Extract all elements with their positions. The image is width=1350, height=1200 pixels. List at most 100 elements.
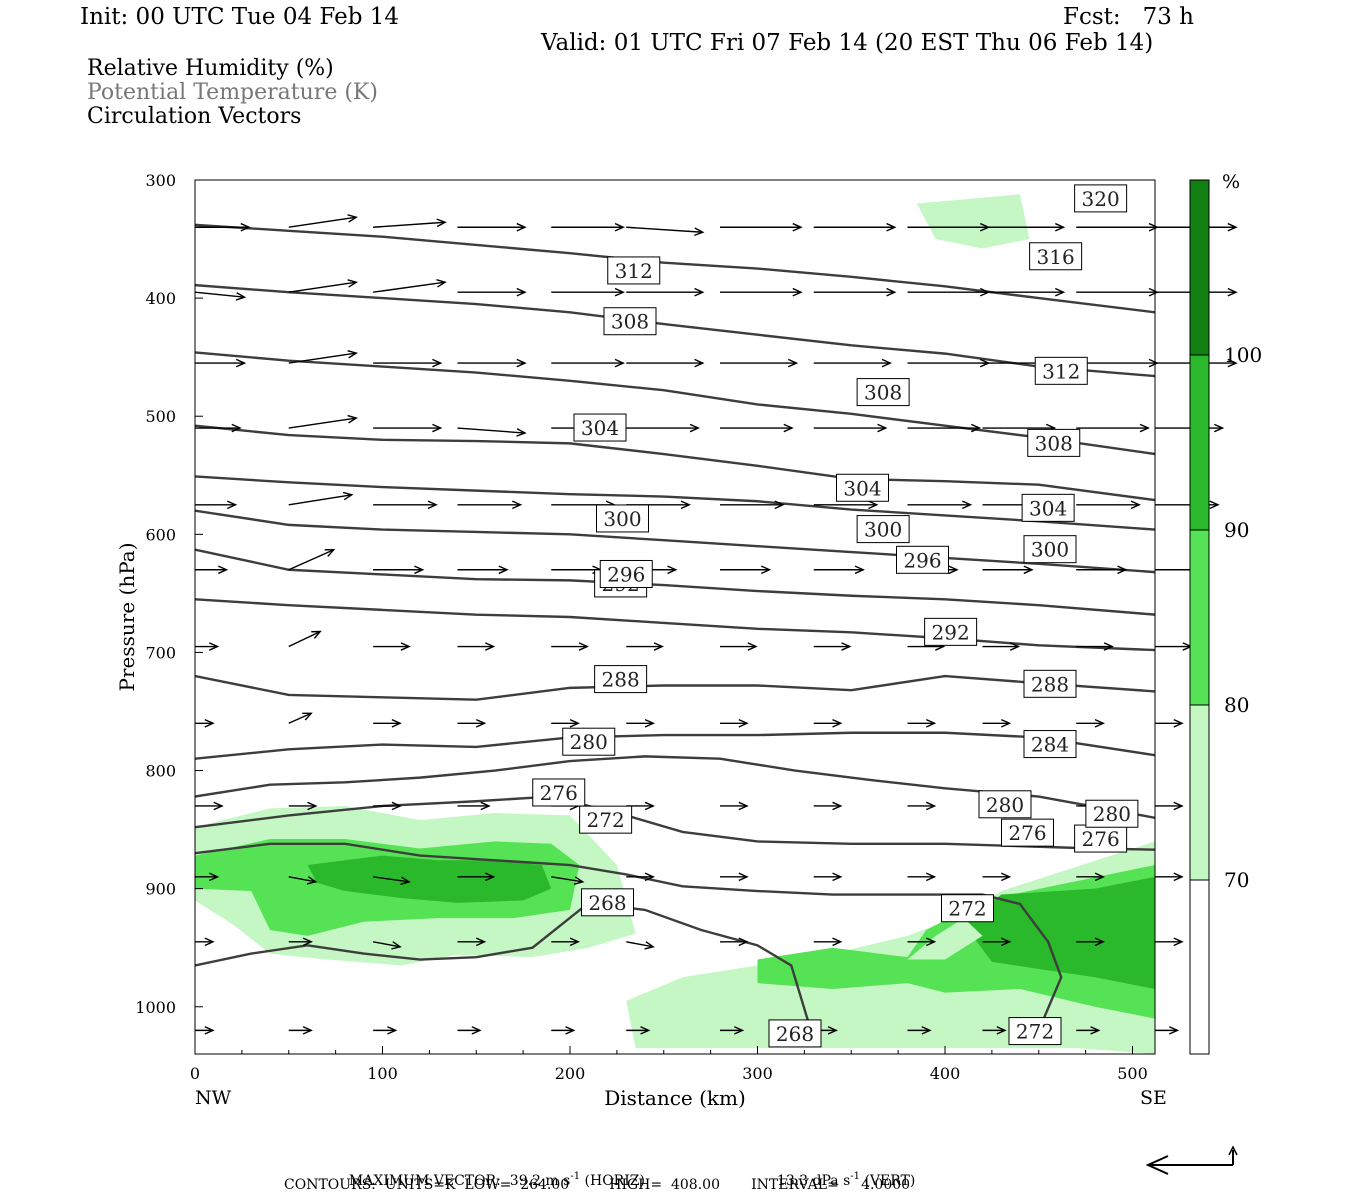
contour-label-268-0: 268 (581, 888, 634, 917)
vector-arrow (982, 287, 1066, 297)
theta-contour-320 (195, 223, 1155, 314)
contour-label-316-0: 316 (1029, 242, 1083, 271)
svg-text:296: 296 (903, 548, 941, 572)
vector-arrow (1155, 642, 1193, 651)
vector-arrow (720, 1026, 745, 1035)
rh-region-5 (963, 876, 1155, 990)
vector-arrow (195, 358, 247, 368)
vector-arrow (813, 423, 888, 433)
svg-text:284: 284 (1031, 733, 1069, 757)
contour-label-276-2: 276 (1074, 824, 1128, 853)
svg-text:272: 272 (587, 808, 625, 832)
vector-arrow (288, 801, 318, 811)
vector-arrow (372, 941, 402, 950)
vector-arrow (1155, 872, 1184, 882)
potential-temperature-contours (195, 223, 1155, 1041)
colorbar-unit: % (1222, 171, 1240, 193)
contour-label-288-0: 288 (594, 665, 648, 694)
vector-arrow (373, 801, 402, 811)
svg-text:280: 280 (1093, 802, 1131, 826)
svg-text:312: 312 (1042, 359, 1080, 383)
vector-arrow (551, 642, 589, 651)
vector-arrow (720, 718, 749, 728)
plot-frame (194, 179, 1156, 1055)
theta-contour-296 (195, 548, 1155, 616)
contour-label-312-1: 312 (1034, 356, 1088, 385)
vector-arrow (551, 287, 625, 297)
vector-arrow (813, 500, 879, 510)
svg-text:272: 272 (948, 897, 986, 921)
footer-vert-unit: (VERT) (860, 1173, 916, 1189)
x-tick-label: 200 (555, 1064, 586, 1083)
colorbar-swatch-2 (1189, 529, 1210, 706)
colorbar-label-90: 90 (1224, 518, 1249, 542)
footer-vert-value: 13.3 dPa s (776, 1173, 851, 1189)
vector-arrow (982, 937, 1012, 947)
contour-label-300-1: 300 (856, 515, 910, 544)
vector-arrow (195, 500, 238, 510)
vector-arrow (982, 565, 1034, 575)
vector-arrow (907, 500, 973, 510)
forecast-hour: Fcst: 73 h (1063, 4, 1194, 30)
vector-arrow (720, 565, 772, 575)
rh-region-7 (916, 194, 1030, 249)
vector-arrow (457, 222, 527, 232)
vector-arrow (982, 642, 1021, 651)
contour-label-272-2: 272 (1008, 1017, 1062, 1046)
vector-arrow (551, 222, 625, 232)
theta-contour-308 (195, 424, 1155, 502)
colorbar-swatch-0 (1189, 879, 1210, 1055)
vector-arrow (457, 937, 487, 947)
vector-arrow (1155, 937, 1184, 947)
x-tick-label: 0 (190, 1064, 200, 1083)
footer-horiz-exp: -1 (570, 1171, 581, 1182)
vector-arrow (194, 291, 247, 301)
svg-text:292: 292 (932, 620, 970, 644)
vector-arrow (1076, 565, 1128, 575)
contour-label-268-1: 268 (768, 1019, 822, 1048)
vector-arrow (720, 358, 799, 368)
vector-arrow (907, 423, 982, 433)
svg-text:276: 276 (1008, 821, 1046, 845)
contour-label-296-1: 296 (896, 545, 949, 574)
vector-arrow (288, 279, 358, 293)
vector-arrow (813, 565, 865, 575)
vector-arrow (626, 358, 705, 368)
svg-text:268: 268 (776, 1022, 814, 1046)
contour-label-308-1: 308 (856, 378, 910, 407)
vector-arrow (195, 222, 251, 232)
legend-relative-humidity: Relative Humidity (%) (87, 56, 334, 81)
contour-label-284-0: 284 (1023, 730, 1077, 759)
vector-arrow (813, 872, 843, 882)
vector-arrow (720, 222, 803, 232)
x-tick-label: 300 (742, 1064, 773, 1083)
reference-vector-icon (1145, 1145, 1238, 1175)
vector-arrow (551, 1026, 576, 1035)
nw-label: NW (195, 1087, 232, 1109)
theta-contour-268 (195, 901, 815, 1041)
vector-arrow (551, 876, 585, 885)
vector-arrow (1155, 801, 1184, 811)
vector-arrow (982, 1026, 1007, 1035)
axes: 0 100 200 300 400 500 300 400 500 600 700 800 900 100… (135, 171, 1147, 1083)
contour-label-292-1: 292 (924, 617, 978, 646)
contour-label-308-2: 308 (1027, 428, 1081, 457)
vector-arrow (1076, 500, 1141, 510)
svg-text:312: 312 (615, 259, 653, 283)
svg-text:296: 296 (607, 562, 645, 586)
svg-text:308: 308 (1035, 431, 1073, 455)
vector-arrow (551, 565, 603, 575)
vector-arrow (626, 718, 655, 728)
y-axis-label: Pressure (hPa) (115, 543, 139, 692)
footer-vert-vector: 13.3 dPa s-1 (VERT) (768, 1158, 916, 1189)
vector-arrow (288, 937, 313, 947)
colorbar-label-70: 70 (1224, 868, 1249, 892)
footer-horiz-unit: (HORIZ) (580, 1173, 645, 1189)
vector-arrow (626, 287, 705, 297)
vector-arrow (907, 1026, 932, 1035)
vector-arrow (720, 872, 749, 882)
vector-arrow (373, 423, 443, 433)
vector-arrow (1076, 358, 1159, 368)
x-tick-label: 500 (1117, 1064, 1148, 1083)
relative-humidity-shading (195, 194, 1155, 1054)
